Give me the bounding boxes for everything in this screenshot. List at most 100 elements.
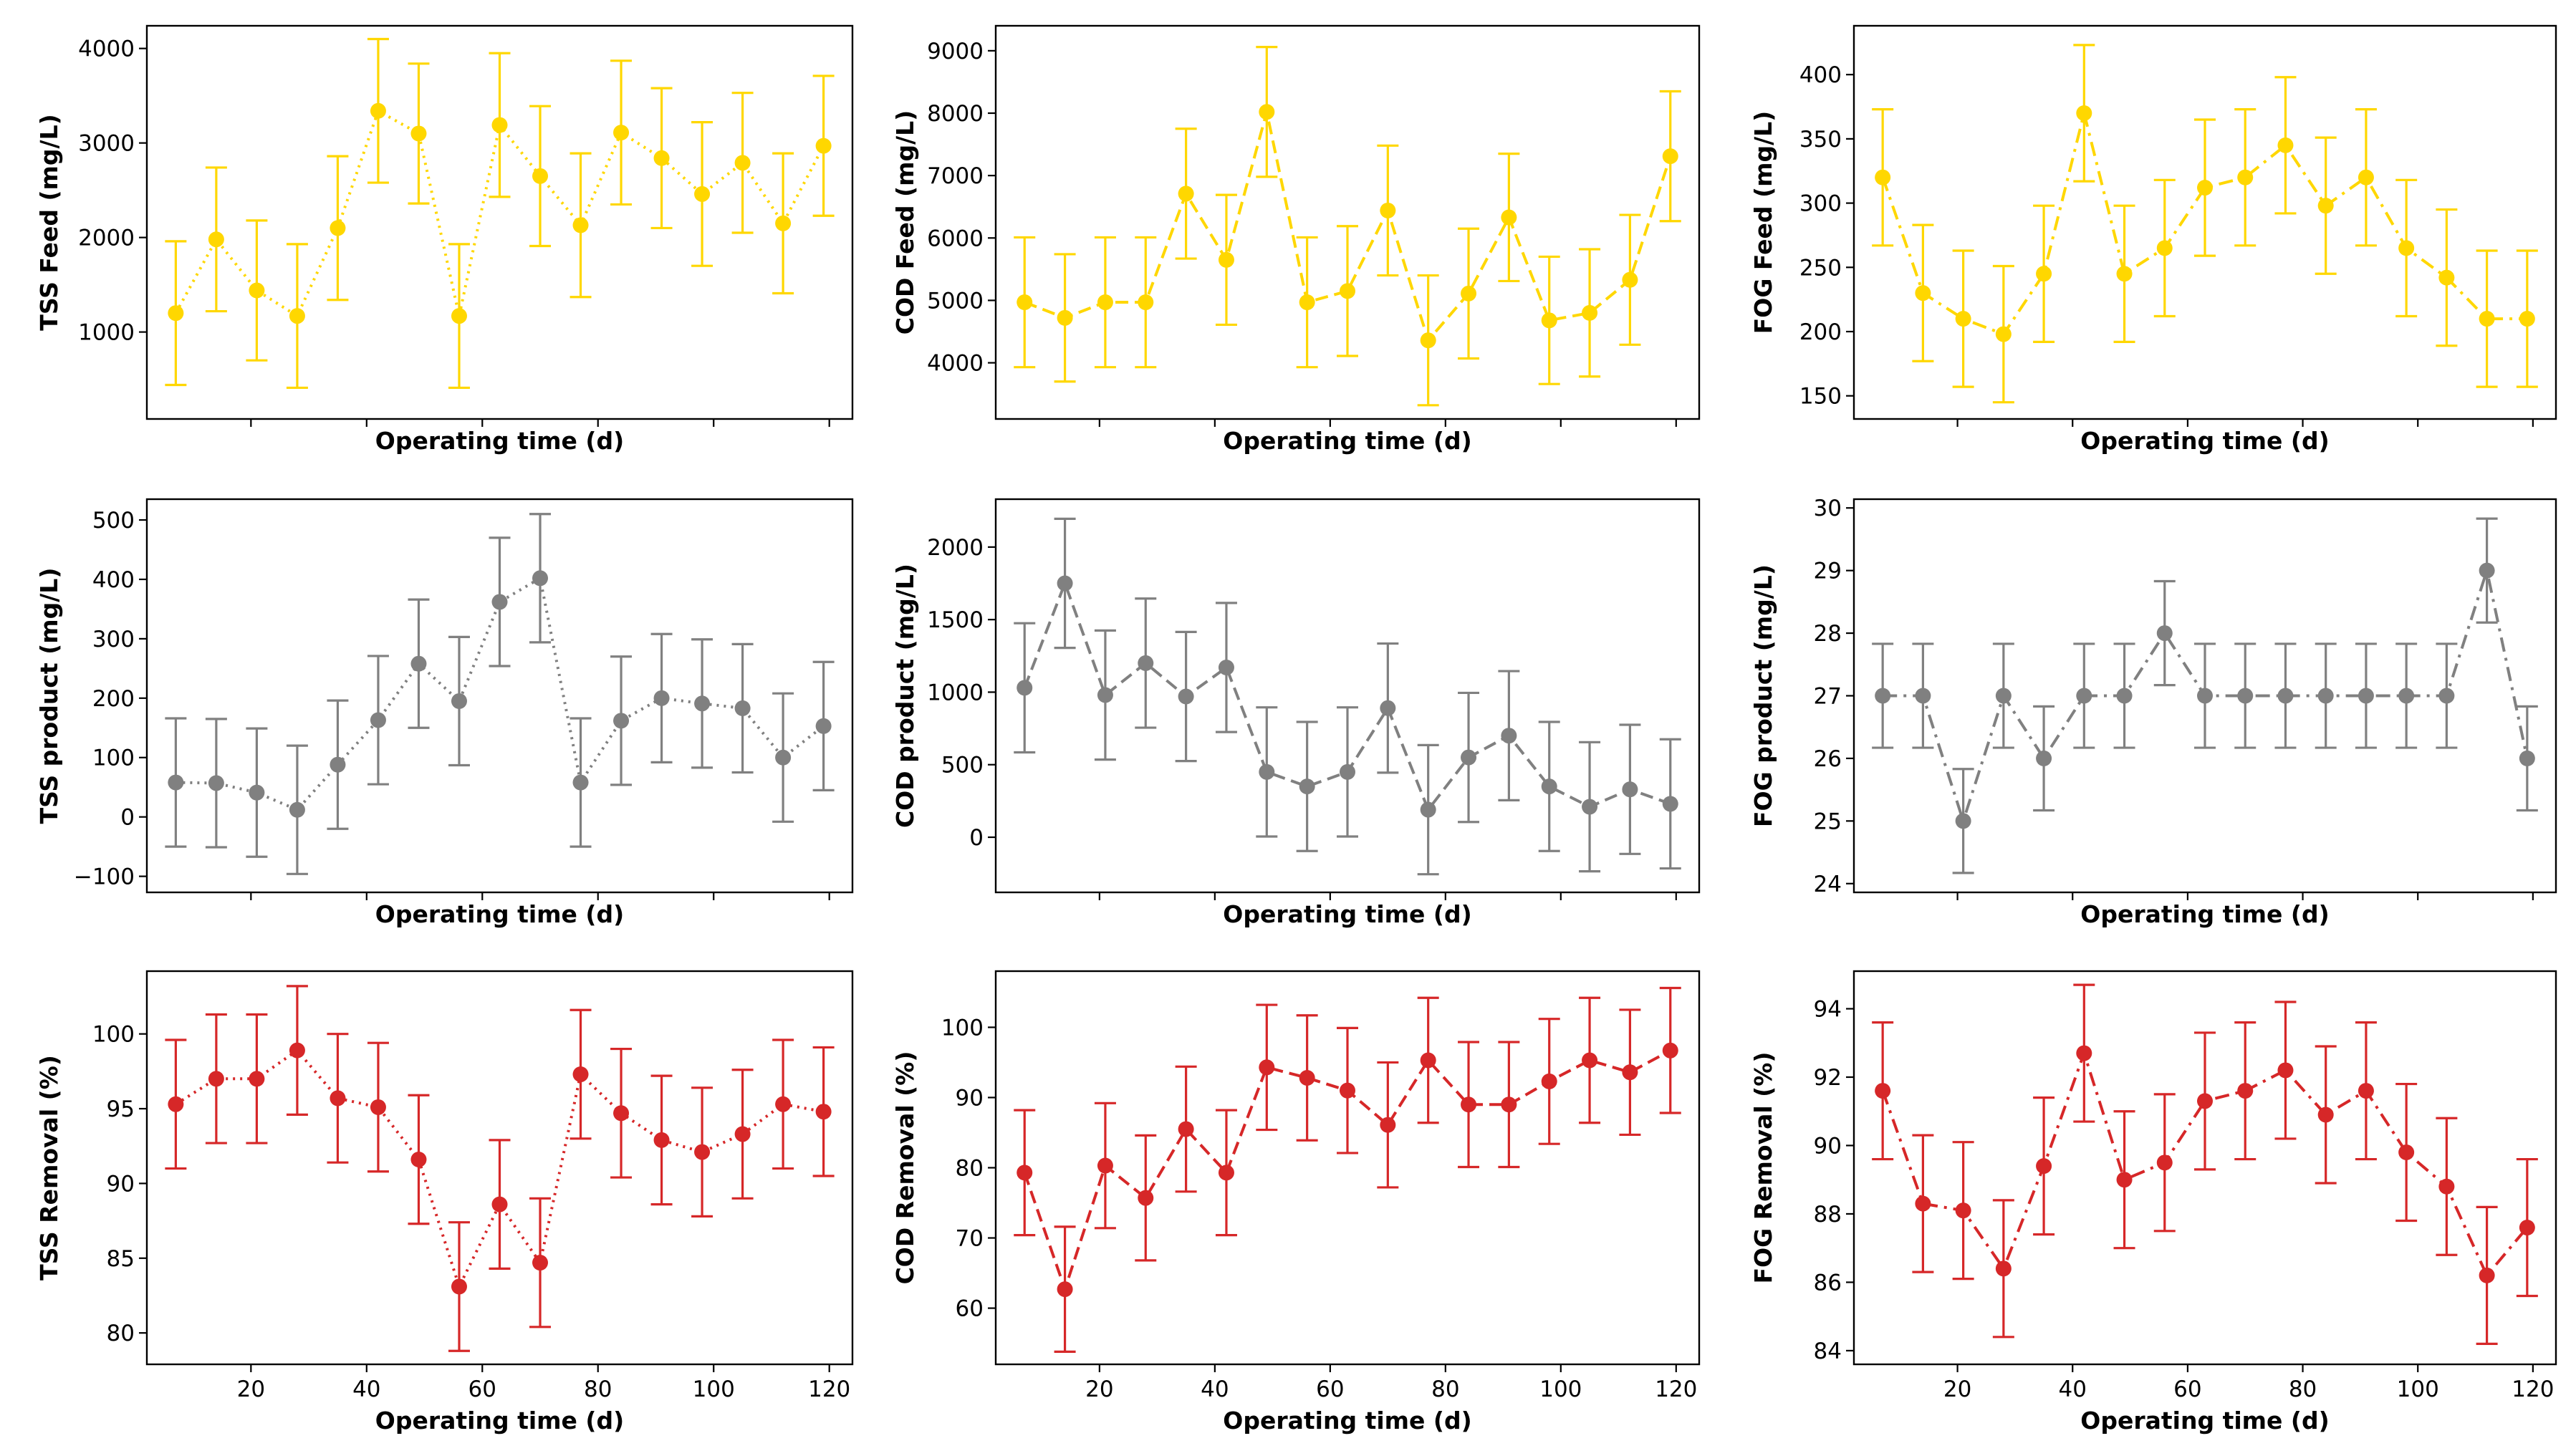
data-point — [168, 305, 184, 322]
data-point — [1420, 332, 1436, 349]
data-point — [2519, 750, 2535, 766]
data-point — [2479, 1267, 2495, 1283]
data-point — [2438, 1178, 2455, 1195]
data-point — [1461, 1096, 1477, 1113]
data-point — [613, 713, 630, 729]
axes-frame — [1852, 970, 2557, 1366]
data-point — [1915, 688, 1931, 704]
data-point — [1259, 1059, 1275, 1076]
y-tick-label: 90 — [107, 1171, 135, 1197]
data-point — [1662, 1042, 1678, 1059]
data-point — [2076, 105, 2092, 121]
y-tick-label: 3000 — [78, 131, 135, 157]
data-point — [1420, 1052, 1436, 1069]
y-tick-label: 8000 — [927, 101, 984, 127]
data-point — [208, 1071, 224, 1087]
data-point — [734, 700, 751, 716]
y-tick-label: 2000 — [927, 535, 984, 561]
y-tick-label: 100 — [92, 1022, 135, 1048]
data-point — [1662, 148, 1678, 165]
subplot-5: 24 25 26 27 28 29 30 Operating time (d) FOG prod… — [1749, 496, 2557, 928]
data-point — [168, 1096, 184, 1112]
data-point — [2438, 269, 2455, 286]
data-point — [775, 215, 792, 231]
data-point — [1582, 1052, 1598, 1069]
data-point — [2277, 137, 2294, 153]
data-point — [1299, 294, 1315, 311]
data-point — [694, 695, 711, 712]
data-point — [2197, 688, 2213, 704]
data-point — [734, 155, 751, 171]
data-point — [1259, 763, 1275, 780]
data-point — [775, 749, 792, 766]
y-axis-label: TSS Removal (%) — [35, 1055, 63, 1281]
data-point — [2519, 311, 2535, 327]
data-point — [2317, 688, 2334, 704]
data-point — [653, 1132, 670, 1148]
data-point — [1461, 749, 1477, 766]
data-point — [1541, 312, 1557, 329]
data-point — [1582, 799, 1598, 815]
y-tick-label: 400 — [1799, 62, 1842, 88]
y-tick-label: 92 — [1814, 1065, 1842, 1091]
y-tick-label: 90 — [1814, 1133, 1842, 1159]
data-point — [1622, 781, 1638, 798]
x-axis-label: Operating time (d) — [1223, 900, 1471, 928]
y-tick-label: 100 — [941, 1015, 984, 1041]
data-point — [1340, 1082, 1355, 1099]
data-point — [2036, 266, 2052, 282]
axes-frame — [994, 970, 1701, 1366]
data-point — [2237, 1083, 2254, 1099]
data-point — [1875, 1083, 1891, 1099]
data-point — [2519, 1220, 2535, 1236]
data-point — [2197, 1093, 2213, 1109]
data-point — [2317, 198, 2334, 214]
x-tick-label: 20 — [1085, 1377, 1113, 1402]
y-tick-label: 100 — [92, 746, 135, 771]
x-axis-label: Operating time (d) — [375, 1407, 624, 1435]
data-point — [410, 1152, 427, 1168]
y-axis-label: TSS product (mg/L) — [35, 568, 63, 824]
data-point — [815, 138, 832, 154]
data-point — [1178, 1121, 1194, 1137]
y-tick-label: 7000 — [927, 163, 984, 189]
y-tick-label: 70 — [956, 1226, 984, 1252]
data-point — [532, 1255, 549, 1271]
y-tick-label: 500 — [941, 753, 984, 778]
subplot-7: 60 70 80 90 100 20 40 60 80 100 120 Operating time … — [891, 970, 1701, 1435]
data-point — [2277, 1062, 2294, 1079]
data-point — [249, 784, 265, 801]
data-point — [532, 168, 549, 184]
x-axis-label: Operating time (d) — [1223, 1407, 1471, 1435]
subplot-2: 150 200 250 300 350 400 Operating time (d) FOG … — [1749, 24, 2557, 455]
data-point — [1541, 1073, 1557, 1089]
y-axis-label: COD product (mg/L) — [891, 564, 919, 828]
data-point — [2076, 1045, 2092, 1061]
axes-frame — [994, 498, 1701, 894]
y-tick-label: 80 — [956, 1156, 984, 1182]
data-point — [491, 117, 508, 133]
y-tick-label: 0 — [120, 805, 135, 831]
y-tick-label: 84 — [1814, 1339, 1842, 1364]
data-point — [370, 712, 386, 728]
data-point — [249, 1071, 265, 1087]
y-tick-label: 26 — [1814, 746, 1842, 772]
y-tick-label: 250 — [1799, 255, 1842, 281]
x-axis-label: Operating time (d) — [375, 427, 624, 455]
data-point — [451, 1278, 467, 1295]
data-point — [1218, 1165, 1234, 1181]
y-axis-label: FOG Removal (%) — [1749, 1052, 1777, 1284]
data-point — [1017, 294, 1033, 311]
data-point — [410, 655, 427, 672]
y-tick-label: 150 — [1799, 384, 1842, 410]
data-point — [330, 220, 346, 236]
data-point — [1299, 1070, 1315, 1086]
data-point — [1622, 271, 1638, 288]
data-point — [1218, 659, 1234, 675]
data-point — [2358, 688, 2374, 704]
data-point — [208, 775, 224, 791]
x-tick-label: 100 — [2397, 1377, 2439, 1402]
data-point — [1501, 1096, 1517, 1113]
data-point — [2358, 169, 2374, 185]
x-tick-label: 20 — [237, 1377, 265, 1402]
